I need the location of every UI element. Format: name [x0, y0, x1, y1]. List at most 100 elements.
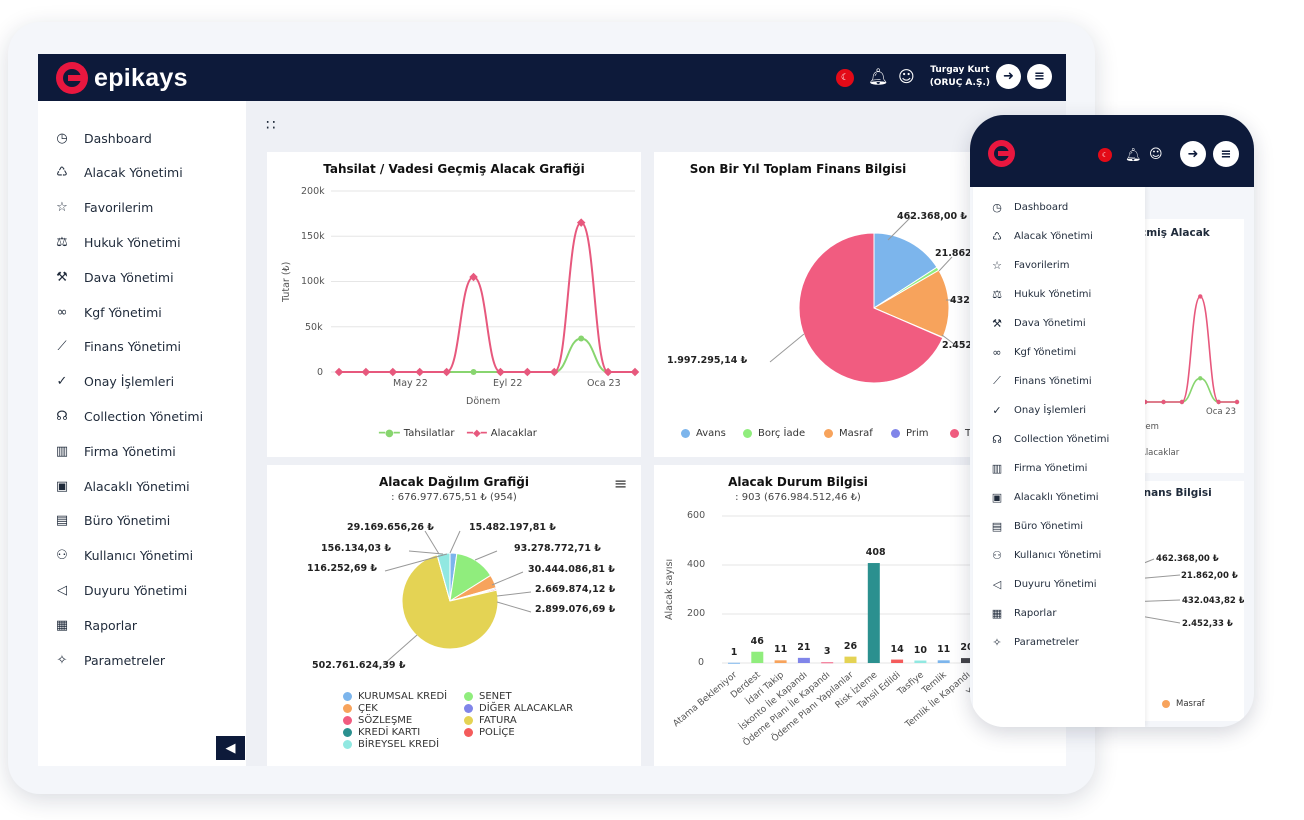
pie-slice-2: [872, 269, 950, 339]
line-xlabel: Dönem: [466, 396, 501, 407]
sidebar-item-kgf-yönetimi[interactable]: ∞ Kgf Yönetimi: [54, 302, 162, 322]
legend-item[interactable]: KREDİ KARTI: [343, 727, 420, 738]
bar-0: [728, 662, 740, 664]
phone-menu-item[interactable]: ♺ Alacak Yönetimi: [991, 228, 1093, 244]
sidebar-item-label: Kullanıcı Yönetimi: [84, 548, 194, 564]
legend-item[interactable]: BİREYSEL KREDİ: [343, 739, 439, 750]
bar-value-label: 14: [890, 643, 904, 655]
flag-tr-icon[interactable]: ☾: [836, 69, 854, 87]
sidebar-item-firma-yönetimi[interactable]: ▥ Firma Yönetimi: [54, 441, 176, 461]
sidebar-item-alacak-yönetimi[interactable]: ♺ Alacak Yönetimi: [54, 163, 183, 183]
ytick: 0: [317, 367, 324, 378]
phone-menu-item[interactable]: ▣ Alacaklı Yönetimi: [991, 489, 1099, 505]
phone-menu-item[interactable]: ☆ Favorilerim: [991, 257, 1069, 273]
data-label: 462.368,00 ₺: [1156, 554, 1219, 564]
phone-menu-label: Collection Yönetimi: [1014, 433, 1110, 445]
sidebar-item-raporlar[interactable]: ▦ Raporlar: [54, 615, 137, 635]
bell-icon[interactable]: 🔔︎: [868, 67, 889, 86]
phone-menu-item[interactable]: ▤ Büro Yönetimi: [991, 518, 1083, 534]
legend-item[interactable]: Borç İade: [743, 428, 805, 439]
sidebar-item-parametreler[interactable]: ✧ Parametreler: [54, 650, 166, 670]
data-point: [388, 367, 398, 377]
line-chart: [331, 190, 640, 377]
label-connector: [938, 256, 953, 272]
phone-menu-item[interactable]: ⚖ Hukuk Yönetimi: [991, 286, 1091, 302]
logout-button[interactable]: ➜: [1180, 141, 1206, 167]
legend-item-tahsilatlar[interactable]: ━●━ Tahsilatlar: [379, 428, 455, 439]
phone-menu-item[interactable]: ▥ Firma Yönetimi: [991, 460, 1088, 476]
legend-item[interactable]: T: [950, 428, 971, 439]
data-label: 29.169.656,26 ₺: [347, 522, 434, 533]
bar-3: [797, 657, 810, 663]
nav-icon: ⚇: [56, 548, 68, 564]
sidebar-item-label: Firma Yönetimi: [84, 443, 176, 459]
legend-item[interactable]: Masraf: [824, 428, 873, 439]
logo-mark-icon[interactable]: [988, 140, 1015, 167]
data-point: [1198, 294, 1203, 299]
chat-icon[interactable]: ☺: [1149, 147, 1163, 162]
phone-menu-label: Finans Yönetimi: [1014, 375, 1092, 387]
chart-menu-icon[interactable]: ≡: [614, 474, 628, 493]
legend-item-alacaklar[interactable]: ━◆━ Alacaklar: [467, 428, 537, 439]
nav-icon: ♺: [992, 229, 1002, 243]
legend-item[interactable]: Avans: [681, 428, 726, 439]
phone-menu-item[interactable]: ✓ Onay İşlemleri: [991, 402, 1086, 418]
phone-card-title: inans Bilgisi: [1140, 487, 1212, 499]
menu-button[interactable]: ≡: [1213, 141, 1239, 167]
logout-button[interactable]: ➜: [996, 64, 1021, 89]
phone-menu-label: Hukuk Yönetimi: [1014, 288, 1092, 300]
sidebar-collapse-button[interactable]: ◀: [216, 736, 245, 760]
phone-top-bar: ☾ 🔔︎ ☺ ➜ ≡: [970, 115, 1254, 187]
sidebar-item-onay-i-şlemleri[interactable]: ✓ Onay İşlemleri: [54, 372, 175, 392]
data-label: 156.134,03 ₺: [321, 543, 392, 554]
legend-item[interactable]: POLİÇE: [464, 727, 515, 738]
sidebar-item-favorilerim[interactable]: ☆ Favorilerim: [54, 198, 153, 218]
label-connector: [382, 634, 418, 666]
line-ylabel: Tutar (₺): [281, 261, 292, 302]
menu-button[interactable]: ≡: [1027, 64, 1052, 89]
sidebar-item-dava-yönetimi[interactable]: ⚒ Dava Yönetimi: [54, 267, 173, 287]
sidebar-item-finans-yönetimi[interactable]: ⟋ Finans Yönetimi: [54, 337, 181, 357]
sidebar-item-dashboard[interactable]: ◷ Dashboard: [54, 128, 152, 148]
legend-item[interactable]: Masraf: [1162, 699, 1205, 709]
sidebar-item-hukuk-yönetimi[interactable]: ⚖ Hukuk Yönetimi: [54, 232, 180, 252]
sidebar-item-kullanıcı-yönetimi[interactable]: ⚇ Kullanıcı Yönetimi: [54, 546, 193, 566]
flag-tr-icon[interactable]: ☾: [1098, 148, 1112, 162]
legend-item[interactable]: KURUMSAL KREDİ: [343, 691, 447, 702]
phone-menu-item[interactable]: ⚒ Dava Yönetimi: [991, 315, 1086, 331]
phone-menu-item[interactable]: ⟋ Finans Yönetimi: [991, 373, 1092, 389]
phone-menu-item[interactable]: ◷ Dashboard: [991, 199, 1068, 215]
user-info[interactable]: Turgay Kurt (ORUÇ A.Ş.): [930, 64, 990, 90]
legend-item[interactable]: FATURA: [464, 715, 517, 726]
data-point: [603, 367, 613, 377]
phone-xlabel: nem: [1140, 422, 1159, 432]
sidebar-item-büro-yönetimi[interactable]: ▤ Büro Yönetimi: [54, 511, 170, 531]
xtick: May 22: [393, 378, 428, 389]
label-connector: [449, 530, 461, 554]
legend-item[interactable]: SENET: [464, 691, 512, 702]
menu-icon: ≡: [1034, 69, 1045, 84]
sidebar-item-duyuru-yönetimi[interactable]: ◁ Duyuru Yönetimi: [54, 580, 187, 600]
legend-item[interactable]: DİĞER ALACAKLAR: [464, 703, 573, 714]
phone-menu-item[interactable]: ∞ Kgf Yönetimi: [991, 344, 1076, 360]
nav-icon: ◁: [57, 582, 67, 598]
brand-name: epikays: [94, 63, 188, 92]
legend-item[interactable]: ÇEK: [343, 703, 378, 714]
phone-menu-item[interactable]: ☊ Collection Yönetimi: [991, 431, 1109, 447]
phone-card-title: çmiş Alacak: [1140, 227, 1210, 239]
legend-item[interactable]: SÖZLEŞME: [343, 715, 412, 726]
user-name: Turgay Kurt: [930, 65, 990, 75]
brand-logo[interactable]: epikays: [56, 62, 188, 94]
legend-item[interactable]: Prim: [891, 428, 929, 439]
phone-menu-item[interactable]: ◁ Duyuru Yönetimi: [991, 576, 1097, 592]
sidebar-item-alacaklı-yönetimi[interactable]: ▣ Alacaklı Yönetimi: [54, 476, 190, 496]
dashboard-grid-icon[interactable]: ∷: [266, 116, 276, 134]
bell-icon[interactable]: 🔔︎: [1125, 148, 1142, 163]
phone-menu-item[interactable]: ⚇ Kullanıcı Yönetimi: [991, 547, 1101, 563]
pie-slice-0: [873, 232, 938, 309]
chat-icon[interactable]: ☺: [898, 67, 915, 86]
phone-menu-item[interactable]: ✧ Parametreler: [991, 634, 1078, 650]
phone-menu-item[interactable]: ▦ Raporlar: [991, 605, 1057, 621]
phone-menu-label: Dashboard: [1014, 201, 1069, 213]
sidebar-item-collection-yönetimi[interactable]: ☊ Collection Yönetimi: [54, 406, 203, 426]
